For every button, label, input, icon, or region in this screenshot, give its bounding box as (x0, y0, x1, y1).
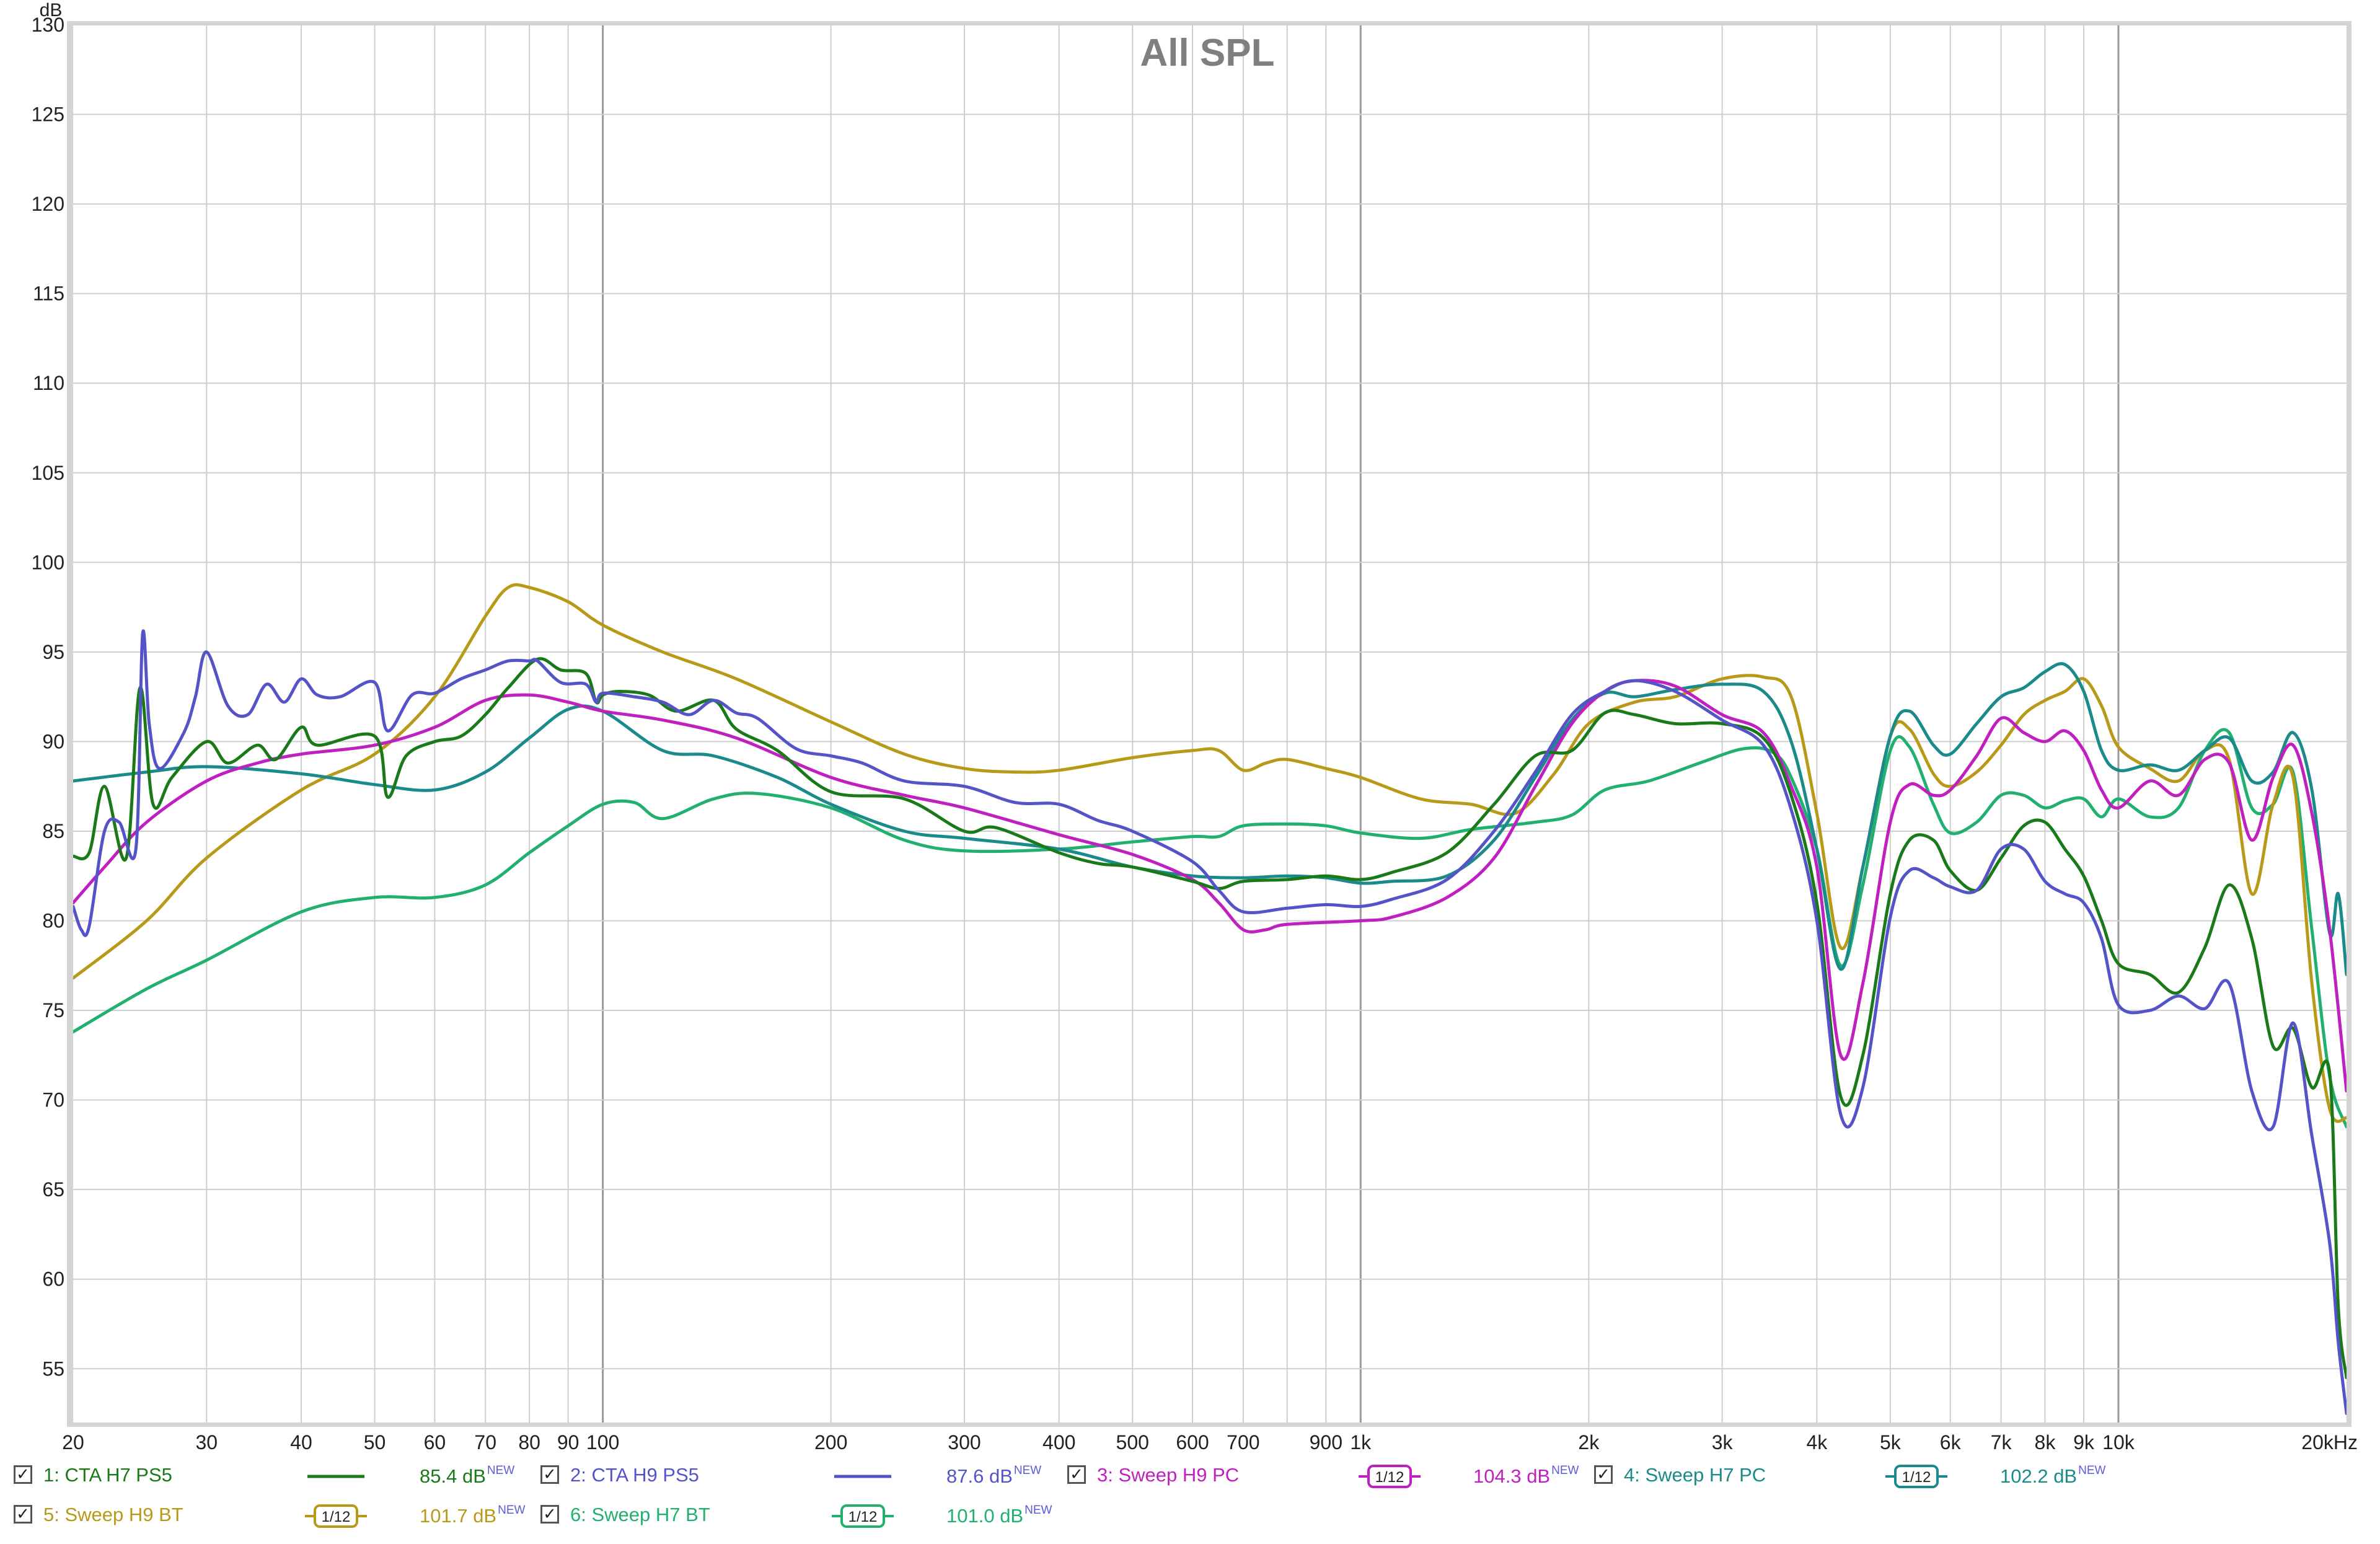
y-tick-label: 130 (32, 14, 64, 36)
legend-smoothing-label: 1/12 (322, 1509, 351, 1525)
x-tick-label: 200 (814, 1431, 847, 1454)
legend-checkbox-3[interactable]: ✓ (1067, 1465, 1086, 1484)
x-tick-label: 60 (424, 1431, 446, 1454)
y-tick-label: 115 (33, 283, 64, 305)
y-tick-label: 120 (32, 193, 64, 215)
y-tick-label: 65 (42, 1178, 64, 1201)
legend-badge-5: NEW (498, 1504, 526, 1517)
legend-badge-1: NEW (487, 1464, 515, 1477)
x-tick-label: 3k (1712, 1431, 1734, 1454)
x-tick-label: 9k (2073, 1431, 2095, 1454)
series-line-2 (73, 629, 2347, 1415)
legend-smoothing-symbol-3: 1/12 (1359, 1465, 1421, 1488)
series-group (73, 583, 2347, 1415)
legend-value-6: 101.0 dB NEW (946, 1504, 1052, 1527)
y-tick-label: 75 (42, 999, 64, 1021)
chart-title: All SPL (1140, 32, 1274, 74)
legend-checkbox-1[interactable]: ✓ (14, 1465, 32, 1484)
x-tick-label: 600 (1176, 1431, 1209, 1454)
legend-checkbox-2[interactable]: ✓ (540, 1465, 559, 1484)
x-tick-label: 80 (518, 1431, 540, 1454)
y-tick-labels: 130 125 120 115 110 105 100 95 90 85 80 75 70 65 60 55 (32, 14, 64, 1380)
x-tick-label: 90 (557, 1431, 580, 1454)
y-tick-label: 80 (42, 910, 64, 932)
legend-smoothing-symbol-5: 1/12 (305, 1504, 367, 1528)
legend-checkbox-4[interactable]: ✓ (1594, 1465, 1613, 1484)
legend-value-4: 102.2 dB NEW (2000, 1464, 2106, 1487)
y-tick-label: 55 (42, 1357, 64, 1380)
x-tick-label: 8k (2035, 1431, 2056, 1454)
x-tick-label: 1k (1350, 1431, 1372, 1454)
x-tick-label: 20 (62, 1431, 84, 1454)
legend-checkbox-6[interactable]: ✓ (540, 1505, 559, 1524)
legend-smoothing-box (314, 1504, 358, 1528)
legend-badge-2: NEW (1013, 1464, 1042, 1477)
legend-smoothing-label: 1/12 (1902, 1469, 1931, 1486)
legend-smoothing-box (1894, 1465, 1939, 1488)
x-tick-label: 2k (1578, 1431, 1600, 1454)
x-tick-label: 500 (1116, 1431, 1149, 1454)
y-tick-label: 95 (42, 641, 64, 663)
y-tick-label: 105 (32, 462, 64, 484)
x-tick-label: 7k (1991, 1431, 2012, 1454)
series-line-1 (73, 657, 2347, 1380)
y-tick-label: 85 (42, 820, 64, 842)
x-tick-label: 40 (290, 1431, 312, 1454)
legend-badge-6: NEW (1025, 1504, 1052, 1517)
x-tick-label: 70 (474, 1431, 496, 1454)
legend-line-symbol-2 (834, 1475, 891, 1478)
x-tick-label: 4k (1806, 1431, 1828, 1454)
legend-badge-3: NEW (1551, 1464, 1579, 1477)
legend-label-3: 3: Sweep H9 PC (1097, 1464, 1240, 1486)
legend-smoothing-symbol-4: 1/12 (1885, 1465, 1947, 1488)
x-tick-label: 50 (364, 1431, 386, 1454)
y-tick-label: 70 (42, 1089, 64, 1111)
x-tick-label: 6k (1940, 1431, 1962, 1454)
legend-checkbox-5[interactable]: ✓ (14, 1505, 32, 1524)
y-tick-label: 60 (42, 1268, 64, 1290)
x-tick-label: 100 (586, 1431, 619, 1454)
x-tick-label: 400 (1042, 1431, 1075, 1454)
legend-value-3: 104.3 dB NEW (1473, 1464, 1579, 1487)
x-tick-label: 10k (2102, 1431, 2135, 1454)
series-line-4 (73, 662, 2347, 976)
series-line-6 (73, 728, 2347, 1129)
y-tick-label: 110 (33, 372, 64, 394)
legend: ✓ 1: CTA H7 PS5 85.4 dB NEW ✓ 2: CTA H9 P… (0, 1458, 2380, 1544)
legend-smoothing-label: 1/12 (848, 1509, 878, 1525)
y-tick-label: 90 (42, 730, 64, 752)
x-tick-label: 30 (196, 1431, 218, 1454)
horizontal-grid (73, 24, 2347, 1370)
legend-label-5: 5: Sweep H9 BT (43, 1504, 183, 1525)
x-tick-label: 20kHz (2301, 1431, 2358, 1454)
y-tick-label: 125 (32, 104, 64, 126)
x-tick-label: 900 (1310, 1431, 1342, 1454)
legend-badge-4: NEW (2078, 1464, 2106, 1477)
x-tick-label: 5k (1880, 1431, 1902, 1454)
legend-smoothing-symbol-6: 1/12 (832, 1504, 894, 1528)
x-tick-labels: 20 30 40 50 60 70 80 90 100 200 300 400 500 600 700 900… (62, 1431, 2358, 1454)
y-tick-label: 100 (32, 551, 64, 573)
x-tick-label: 300 (948, 1431, 981, 1454)
legend-value-2: 87.6 dB NEW (946, 1464, 1042, 1487)
legend-label-2: 2: CTA H9 PS5 (570, 1464, 699, 1486)
chart-plot: 130 125 120 115 110 105 100 95 90 85 80 75 70 65 60 55 d… (32, 0, 2358, 1454)
legend-value-1: 85.4 dB NEW (420, 1464, 515, 1487)
legend-smoothing-box (840, 1504, 885, 1528)
legend-line-symbol-1 (307, 1475, 364, 1478)
legend-value-5: 101.7 dB NEW (420, 1504, 526, 1527)
legend-label-6: 6: Sweep H7 BT (570, 1504, 710, 1525)
legend-label-1: 1: CTA H7 PS5 (43, 1464, 172, 1486)
plot-background (73, 25, 2347, 1423)
y-axis-unit: dB (40, 0, 63, 20)
series-line-5 (73, 583, 2347, 1123)
legend-smoothing-label: 1/12 (1375, 1469, 1404, 1486)
legend-smoothing-box (1367, 1465, 1412, 1488)
x-tick-label: 700 (1227, 1431, 1259, 1454)
legend-label-4: 4: Sweep H7 PC (1624, 1464, 1766, 1486)
